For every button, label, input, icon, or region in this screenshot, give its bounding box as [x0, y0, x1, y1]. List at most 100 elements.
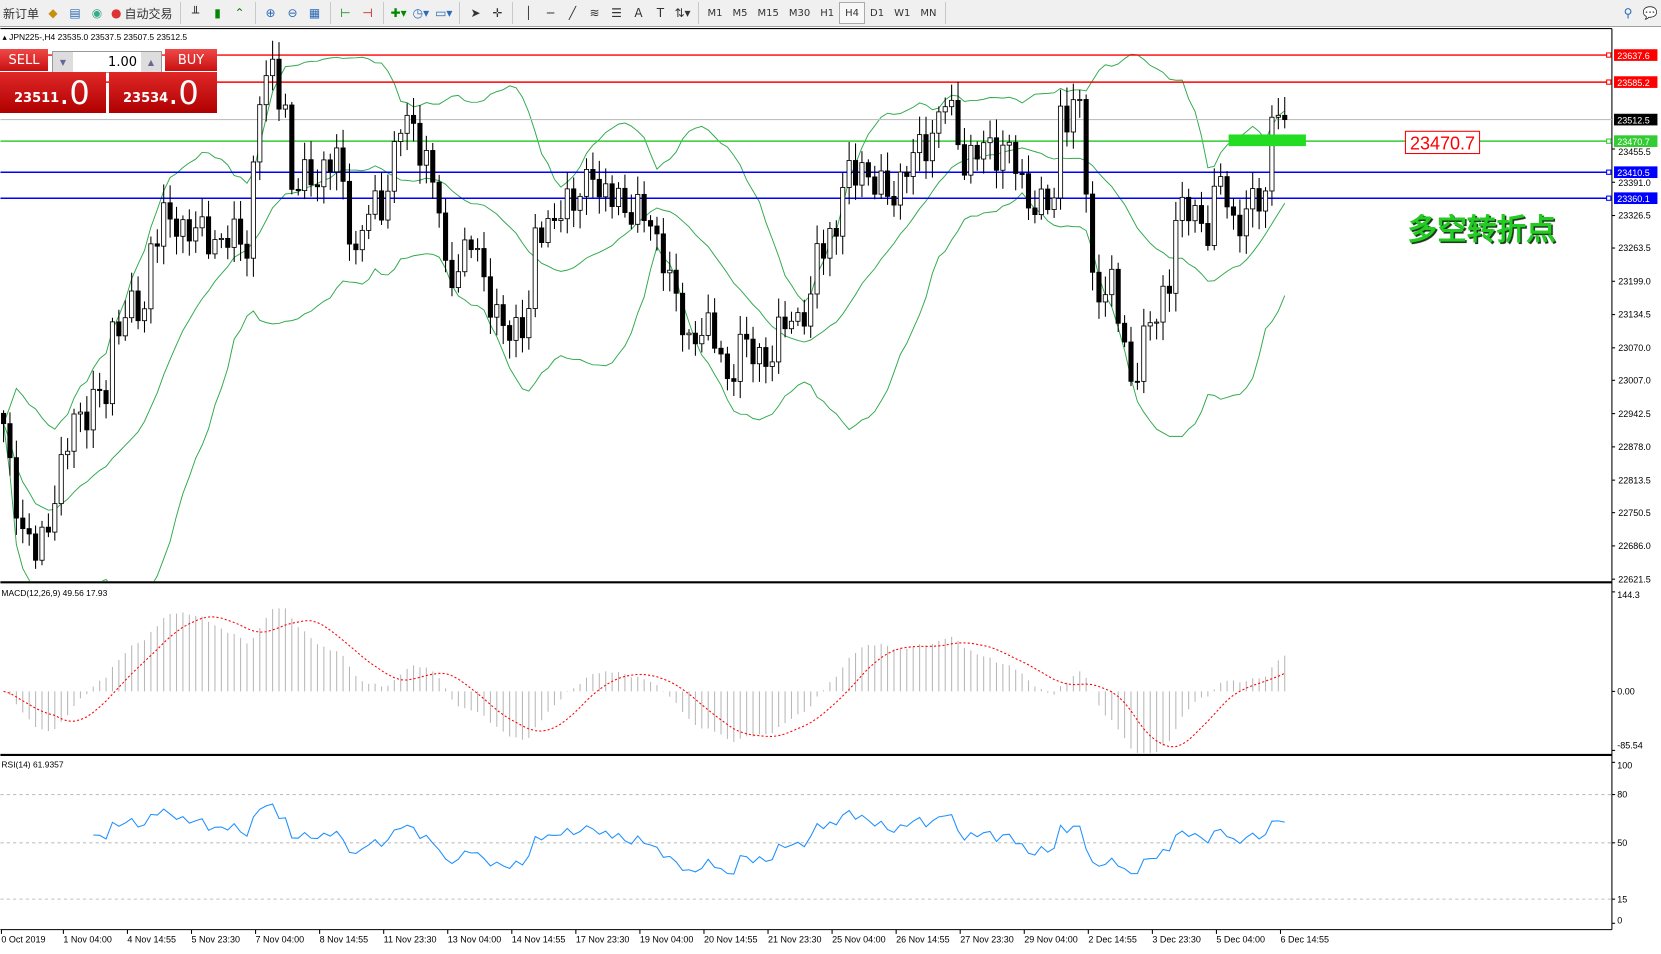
price-tick-label: 22621.5: [1618, 574, 1651, 584]
candle-body: [974, 144, 980, 160]
timeframe-m30[interactable]: M30: [788, 7, 811, 19]
candle-body: [161, 202, 167, 247]
periods-icon[interactable]: ◷▾: [412, 6, 430, 20]
autoscroll-icon[interactable]: ⊣: [362, 6, 373, 20]
vertical-line-icon[interactable]: │: [524, 6, 533, 20]
timeframe-mn[interactable]: MN: [920, 7, 937, 19]
macd-tick-label: 144.3: [1617, 590, 1640, 600]
decrease-lot-icon[interactable]: ▼: [53, 52, 73, 72]
candle-body: [808, 293, 814, 327]
arrows-icon[interactable]: ⇅▾: [674, 6, 691, 20]
timeframe-m5[interactable]: M5: [732, 7, 748, 19]
candle-body: [820, 243, 827, 259]
candle-body: [686, 332, 692, 336]
candle-body: [238, 218, 244, 245]
candle-body: [443, 212, 449, 261]
candle-body: [129, 290, 135, 319]
new-order-button[interactable]: 新订单: [0, 2, 42, 24]
candle-body: [1006, 141, 1012, 146]
zoom-out-icon[interactable]: ⊖: [287, 6, 298, 20]
line-chart-icon[interactable]: ⌃: [234, 6, 245, 20]
candle-body: [1045, 188, 1051, 210]
fibonacci-icon[interactable]: ≋: [589, 6, 600, 20]
candle-body: [1147, 322, 1153, 327]
time-label: 21 Nov 23:30: [768, 934, 822, 944]
candle-body: [756, 347, 762, 365]
candle-body: [231, 218, 237, 248]
separator: [459, 2, 461, 24]
chart-header: ▴ JPN225-,H4 23535.0 23537.5 23507.5 235…: [3, 32, 188, 42]
timeframe-m15[interactable]: M15: [757, 7, 779, 19]
lot-stepper[interactable]: ▼ ▲: [52, 51, 162, 73]
fibo-fan-icon[interactable]: ☰: [611, 6, 622, 20]
horizontal-line-icon[interactable]: ─: [546, 6, 555, 20]
buy-button[interactable]: BUY: [165, 49, 217, 71]
trendline-icon[interactable]: ╱: [568, 6, 577, 20]
zoom-in-icon[interactable]: ⊕: [265, 6, 276, 20]
line-handle: [1606, 138, 1612, 144]
candle-body: [731, 378, 737, 382]
collapse-icon[interactable]: ▴: [3, 32, 10, 42]
candle-body: [1166, 285, 1172, 294]
candle-body: [45, 526, 51, 533]
sell-button[interactable]: SELL: [0, 49, 48, 71]
candle-body: [897, 171, 903, 206]
candle-body: [737, 333, 743, 382]
chart-shift-icon[interactable]: ⊢: [340, 6, 351, 20]
timeframe-d1[interactable]: D1: [870, 7, 885, 19]
auto-trading-button[interactable]: ● 自动交易: [108, 2, 176, 24]
timeframe-m1[interactable]: M1: [707, 7, 723, 19]
candle-body: [1237, 214, 1243, 237]
candle-body: [334, 147, 340, 173]
text-icon[interactable]: A: [634, 6, 643, 20]
candle-body: [1077, 99, 1083, 101]
candle-body: [372, 190, 378, 215]
price-tick-label: 22878.0: [1618, 442, 1651, 452]
candle-body: [1192, 205, 1198, 222]
timeframe-w1[interactable]: W1: [894, 7, 911, 19]
candle-body: [257, 104, 263, 163]
candle-body: [141, 308, 148, 322]
signal-icon[interactable]: ◉: [91, 6, 103, 20]
lot-input[interactable]: [73, 54, 141, 70]
sell-price-button[interactable]: 23511.0: [0, 72, 106, 113]
candle-body: [942, 106, 948, 113]
rsi-tick-label: 0: [1617, 915, 1622, 925]
timeframe-h1[interactable]: H1: [820, 7, 835, 19]
chat-icon[interactable]: 💬: [1642, 6, 1658, 20]
timeframe-h4[interactable]: H4: [839, 2, 866, 24]
bar-chart-icon[interactable]: ╨: [191, 6, 200, 20]
candle-body: [289, 104, 295, 190]
rsi-tick-label: 100: [1617, 761, 1632, 771]
candle-body: [788, 320, 795, 330]
history-center-icon[interactable]: ▤: [69, 6, 81, 20]
new-order-label: 新订单: [3, 6, 40, 21]
price-line-badge: [1614, 76, 1658, 88]
price-tag-box[interactable]: [1404, 130, 1481, 155]
candle-body: [52, 503, 58, 533]
candle-body: [244, 243, 250, 259]
candle-body: [635, 193, 641, 225]
cursor-icon[interactable]: ➤: [470, 6, 481, 20]
time-label: 25 Nov 04:00: [832, 934, 886, 944]
green-zone-marker[interactable]: [1228, 134, 1306, 147]
price-line-badge: [1614, 49, 1658, 61]
tile-windows-icon[interactable]: ▦: [308, 6, 321, 20]
search-icon[interactable]: ⚲: [1623, 6, 1633, 20]
time-label: 20 Nov 14:55: [704, 934, 758, 944]
gold-bars-icon[interactable]: ◆: [48, 6, 58, 20]
candle-body: [1019, 173, 1025, 175]
increase-lot-icon[interactable]: ▲: [141, 52, 161, 72]
candle-body: [321, 159, 327, 188]
candle-body: [885, 170, 891, 197]
indicators-icon[interactable]: ✚▾: [390, 6, 407, 20]
candle-body: [90, 388, 96, 431]
candlestick-icon[interactable]: ▮: [214, 6, 221, 20]
crosshair-icon[interactable]: ✛: [492, 6, 503, 20]
templates-icon[interactable]: ▭▾: [435, 6, 453, 20]
annotation-text[interactable]: 多空转折点: [1408, 211, 1556, 246]
candle-body: [302, 159, 308, 192]
buy-price-button[interactable]: 23534.0: [109, 72, 217, 113]
text-label-icon[interactable]: T: [656, 6, 665, 20]
